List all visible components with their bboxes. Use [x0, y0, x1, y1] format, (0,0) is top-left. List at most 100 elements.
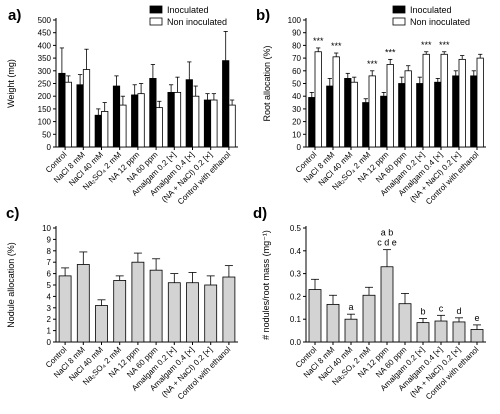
bar: [155, 107, 163, 148]
bar: [350, 81, 358, 148]
y-axis-label: # nodules/root mass (mg⁻¹): [261, 230, 271, 340]
legend-label: Inoculated: [410, 5, 452, 15]
significance-annotation: a: [348, 302, 353, 312]
panel-letter: c): [6, 205, 19, 222]
significance-annotation: ***: [367, 59, 378, 69]
bar: [137, 93, 145, 148]
bar: [452, 321, 466, 343]
legend-label: Non inoculated: [167, 17, 227, 27]
bar: [76, 264, 90, 343]
bar: [82, 69, 91, 148]
y-tick-label: 400: [38, 41, 52, 50]
bar: [470, 329, 484, 343]
bar: [222, 60, 230, 148]
y-tick-label: 40: [292, 92, 301, 101]
y-tick-label: 0.2: [290, 292, 302, 301]
significance-annotation: ***: [439, 40, 450, 50]
significance-annotation: a b: [381, 228, 394, 238]
y-axis-label: Weight (mg): [6, 59, 16, 108]
legend-swatch: [149, 5, 163, 14]
bar: [398, 83, 406, 148]
bar: [149, 78, 157, 148]
bar: [64, 81, 72, 148]
bar: [440, 53, 448, 148]
significance-annotation: ***: [331, 41, 342, 51]
bar: [94, 114, 102, 148]
y-tick-label: 50: [292, 80, 301, 89]
legend-swatch: [392, 17, 406, 26]
bar: [203, 99, 212, 148]
bar: [167, 91, 175, 148]
y-tick-label: 350: [38, 54, 52, 63]
bar: [326, 85, 334, 148]
y-tick-label: 250: [38, 80, 52, 89]
legend-label: Inoculated: [167, 5, 209, 15]
bar: [332, 56, 340, 148]
bar: [119, 104, 127, 148]
bar: [131, 261, 145, 343]
y-tick-label: 0.3: [290, 270, 302, 279]
significance-annotation: e: [474, 313, 479, 323]
y-tick-label: 5: [47, 281, 52, 290]
y-tick-label: 10: [292, 130, 301, 139]
y-tick-label: 2: [47, 315, 52, 324]
bar: [210, 99, 218, 148]
bar: [380, 266, 394, 343]
bar: [344, 78, 352, 148]
significance-annotation: c: [439, 303, 444, 313]
y-tick-label: 20: [292, 118, 301, 127]
y-axis-label: Root allocation (%): [262, 45, 272, 121]
bar: [404, 70, 412, 148]
y-tick-label: 3: [47, 304, 52, 313]
y-tick-label: 6: [47, 270, 52, 279]
y-tick-label: 0.1: [290, 315, 302, 324]
legend-swatch: [392, 5, 406, 14]
bar: [422, 53, 430, 148]
bar: [149, 269, 163, 343]
bar: [222, 276, 236, 343]
bar: [186, 282, 199, 343]
y-tick-label: 150: [38, 105, 52, 114]
panel-letter: a): [8, 7, 21, 24]
bar: [380, 95, 388, 148]
bar: [58, 275, 72, 343]
y-tick-label: 0: [297, 143, 302, 152]
bar: [452, 75, 460, 148]
chart-panel-2: b) 0 10 20 30 40 50 60 70 80 90 100 Root allocation …: [256, 5, 486, 206]
bar: [362, 294, 376, 343]
bar: [131, 94, 139, 148]
bar: [95, 305, 108, 343]
bar: [434, 81, 442, 148]
y-tick-label: 0: [47, 338, 52, 347]
y-tick-label: 1: [47, 327, 52, 336]
bar: [362, 102, 370, 148]
legend-swatch: [149, 17, 163, 26]
significance-annotation: b: [420, 307, 425, 317]
y-tick-label: 8: [47, 247, 52, 256]
bar: [470, 75, 478, 148]
panel-letter: d): [253, 205, 267, 222]
bar: [314, 51, 322, 148]
y-tick-label: 80: [292, 41, 301, 50]
panel-letter: b): [256, 7, 270, 24]
bar: [416, 83, 424, 148]
y-tick-label: 450: [38, 29, 52, 38]
bar: [326, 303, 340, 343]
y-tick-label: 10: [42, 224, 51, 233]
y-tick-label: 30: [292, 105, 301, 114]
chart-panel-4: d) 0.0 0.1 0.2 0.3 0.4 0.5 # nodules/root mass …: [253, 205, 486, 401]
bar: [76, 84, 84, 148]
bar: [192, 95, 200, 148]
significance-annotation: ***: [385, 47, 396, 57]
bar: [398, 303, 412, 343]
y-tick-label: 4: [47, 292, 52, 301]
bar: [458, 58, 466, 148]
y-tick-label: 50: [42, 130, 51, 139]
y-tick-label: 500: [38, 16, 52, 25]
y-axis-label: Nodule allocation (%): [6, 242, 16, 328]
y-tick-label: 0.5: [290, 224, 302, 233]
y-tick-label: 60: [292, 67, 301, 76]
legend-label: Non inoculated: [410, 17, 470, 27]
